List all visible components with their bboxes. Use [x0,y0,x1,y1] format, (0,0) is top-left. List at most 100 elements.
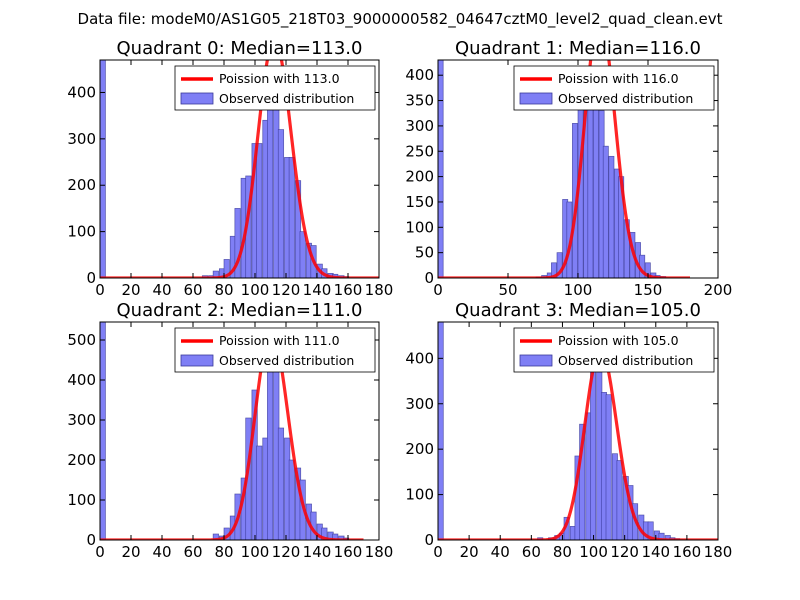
x-tick-label: 160 [334,543,363,561]
y-tick-label: 0 [86,531,96,549]
legend-bar-label: Observed distribution [558,91,693,106]
legend: Poission with 105.0 Observed distribution [513,327,715,373]
panel-title: Quadrant 0: Median=113.0 [117,38,363,59]
x-tick-label: 60 [522,543,541,561]
panel-title: Quadrant 2: Median=111.0 [117,300,363,321]
poisson-fit [100,60,379,278]
x-tick-label: 40 [491,543,510,561]
histogram-bar [658,532,665,540]
x-tick-label: 140 [303,281,332,299]
x-tick-label: 80 [214,543,233,561]
axes-frame [99,321,380,541]
x-tick-label: 20 [121,543,140,561]
histogram-bar [234,208,241,278]
histogram-bar [579,423,586,540]
histogram-bar [644,262,651,278]
x-tick-label: 100 [241,543,270,561]
y-tick-label: 0 [424,269,434,287]
x-tick-label: 160 [334,281,363,299]
y-tick-label: 250 [405,142,434,160]
x-tick-label: 0 [95,543,105,561]
legend-bar-swatch [180,354,214,367]
x-tick-label: 180 [365,281,394,299]
histogram-bar [100,322,106,540]
poisson-fit-line [100,329,364,540]
histogram-bar [267,82,274,278]
x-tick-label: 100 [579,543,608,561]
y-tick-label: 100 [405,486,434,504]
x-tick-label: 80 [553,543,572,561]
panel-title: Quadrant 1: Median=116.0 [455,38,701,59]
axes-frame [437,321,719,541]
axes-frame [99,59,380,279]
histogram-bar [100,60,106,278]
histogram-bar [299,231,306,278]
legend-bar-label: Observed distribution [219,353,354,368]
legend: Poission with 116.0 Observed distribution [513,65,715,111]
y-tick-label: 200 [405,440,434,458]
x-tick-label: 0 [433,543,443,561]
histogram-bar [212,533,219,540]
legend-bar-label: Observed distribution [558,353,693,368]
quadrant-1-panel: 0 50 100 150 200 0 50 100 150 200 250 300 350 400 Quad… [405,38,732,299]
histogram-bar [277,427,285,540]
x-tick-label: 0 [433,281,443,299]
histogram-bar [332,533,339,540]
x-tick-label: 60 [183,543,202,561]
y-tick-label: 100 [67,223,96,241]
legend-bar-swatch [180,92,214,105]
y-tick-label: 50 [415,244,434,262]
quadrant-3-panel: 0 20 40 60 80 100 120 140 160 1800100200300400Qua… [405,300,732,561]
legend-line-label: Poission with 116.0 [558,71,679,86]
y-tick-label: 0 [424,531,434,549]
histogram-bar [616,460,623,540]
y-tick-label: 400 [67,371,96,389]
histogram-bar [438,322,444,540]
histogram-bar [277,129,285,278]
legend: Poission with 111.0 Observed distribution [174,327,376,373]
x-tick-label: 140 [303,543,332,561]
x-tick-label: 150 [634,281,663,299]
x-tick-label: 120 [272,543,301,561]
legend: Poission with 113.0 Observed distribution [174,65,376,111]
legend-line-label: Poission with 113.0 [219,71,340,86]
figure-title: Data file: modeM0/AS1G05_218T03_90000005… [78,10,723,29]
histogram-bar [556,252,563,278]
histogram-bar [288,459,295,540]
y-tick-label: 200 [67,451,96,469]
histogram-bar [593,95,599,278]
x-tick-label: 40 [152,281,171,299]
y-tick-label: 300 [67,130,96,148]
histogram-bar [223,259,230,278]
y-tick-label: 100 [67,491,96,509]
x-tick-label: 60 [183,281,202,299]
y-tick-label: 300 [67,411,96,429]
histogram-bar [288,157,295,278]
legend-line-label: Poission with 105.0 [558,333,679,348]
poisson-fit-line [100,60,379,278]
histogram-bar [256,445,263,540]
histogram-bar [256,143,263,278]
y-tick-label: 0 [86,269,96,287]
x-tick-label: 80 [214,281,233,299]
y-tick-label: 200 [405,168,434,186]
x-tick-label: 0 [95,281,105,299]
histogram-bar [438,60,444,278]
x-tick-label: 100 [564,281,593,299]
x-tick-label: 160 [673,543,702,561]
x-tick-label: 40 [152,543,171,561]
quadrant-0-panel: 0 20 40 60 80 100 120 140 160 1800100200300400Qua… [67,38,393,299]
x-tick-label: 180 [704,543,733,561]
panel-title: Quadrant 3: Median=105.0 [455,300,701,321]
histogram-bar [551,262,557,278]
histogram-bar [605,394,612,540]
y-tick-label: 350 [405,92,434,110]
legend-bar-swatch [519,354,553,367]
legend-bar-swatch [519,92,553,105]
quadrant-2-panel: 0 20 40 60 80 100 120 140 160 1800100200300400500… [67,300,393,561]
y-tick-label: 100 [405,218,434,236]
x-tick-label: 50 [498,281,517,299]
y-tick-label: 200 [67,176,96,194]
x-tick-label: 120 [272,281,301,299]
